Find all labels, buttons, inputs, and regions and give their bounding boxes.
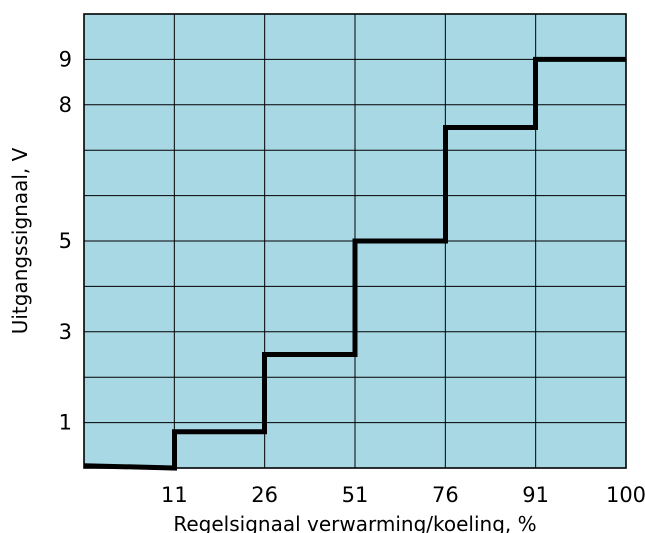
x-axis-label: Regelsignaal verwarming/koeling, % — [173, 512, 536, 533]
y-axis-label: Uitgangssignaal, V — [8, 147, 32, 334]
y-tick-label: 3 — [59, 320, 72, 344]
y-tick-label: 5 — [59, 229, 72, 253]
y-tick-labels: 1 3 5 8 9 — [59, 47, 72, 434]
x-tick-label: 91 — [522, 483, 549, 507]
y-tick-label: 1 — [59, 411, 72, 435]
x-tick-label: 11 — [161, 483, 188, 507]
x-tick-label: 100 — [606, 483, 645, 507]
x-tick-label: 76 — [432, 483, 459, 507]
y-tick-label: 8 — [59, 93, 72, 117]
x-tick-labels: 11 26 51 76 91 100 — [161, 483, 645, 507]
x-tick-label: 51 — [342, 483, 369, 507]
x-tick-label: 26 — [251, 483, 278, 507]
series-step-line — [83, 56, 626, 471]
y-tick-label: 9 — [59, 47, 72, 71]
